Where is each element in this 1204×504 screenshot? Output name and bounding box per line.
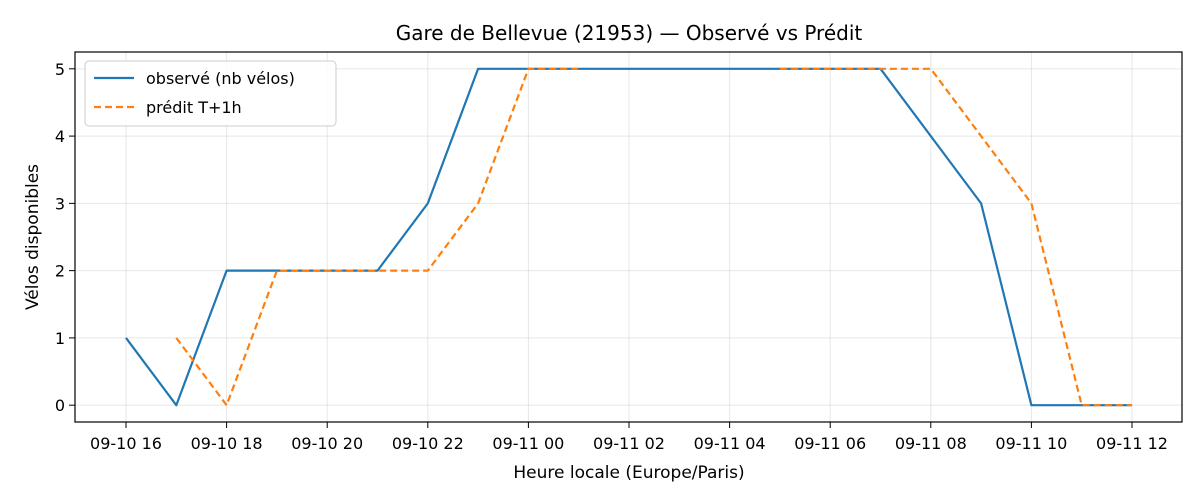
legend-label-observed: observé (nb vélos) <box>146 69 295 88</box>
y-axis-ticks: 0 1 2 3 4 5 <box>55 60 75 415</box>
y-tick-label: 0 <box>55 396 65 415</box>
y-tick-label: 5 <box>55 60 65 79</box>
chart-title: Gare de Bellevue (21953) — Observé vs Pr… <box>396 21 863 45</box>
legend: observé (nb vélos) prédit T+1h <box>84 60 337 127</box>
legend-label-predicted: prédit T+1h <box>146 98 242 117</box>
y-tick-label: 3 <box>55 194 65 213</box>
x-tick-label: 09-10 20 <box>291 434 363 453</box>
x-tick-label: 09-11 12 <box>1096 434 1168 453</box>
x-tick-label: 09-11 06 <box>794 434 866 453</box>
x-tick-label: 09-11 02 <box>593 434 665 453</box>
y-axis-label: Vélos disponibles <box>23 164 43 310</box>
series-group <box>125 67 1132 407</box>
series-line-predicted <box>175 67 1132 407</box>
y-tick-label: 4 <box>55 127 65 146</box>
y-tick-label: 2 <box>55 262 65 281</box>
x-tick-label: 09-11 00 <box>492 434 564 453</box>
x-tick-label: 09-10 18 <box>191 434 263 453</box>
legend-frame <box>84 60 337 127</box>
x-tick-label: 09-11 04 <box>694 434 766 453</box>
y-tick-label: 1 <box>55 329 65 348</box>
x-tick-label: 09-10 22 <box>392 434 464 453</box>
x-axis-ticks: 09-10 16 09-10 18 09-10 20 09-10 22 09-11 00… <box>90 422 1168 453</box>
x-tick-label: 09-10 16 <box>90 434 162 453</box>
x-tick-label: 09-11 08 <box>895 434 967 453</box>
x-axis-label: Heure locale (Europe/Paris) <box>513 463 744 483</box>
x-tick-label: 09-11 10 <box>995 434 1067 453</box>
